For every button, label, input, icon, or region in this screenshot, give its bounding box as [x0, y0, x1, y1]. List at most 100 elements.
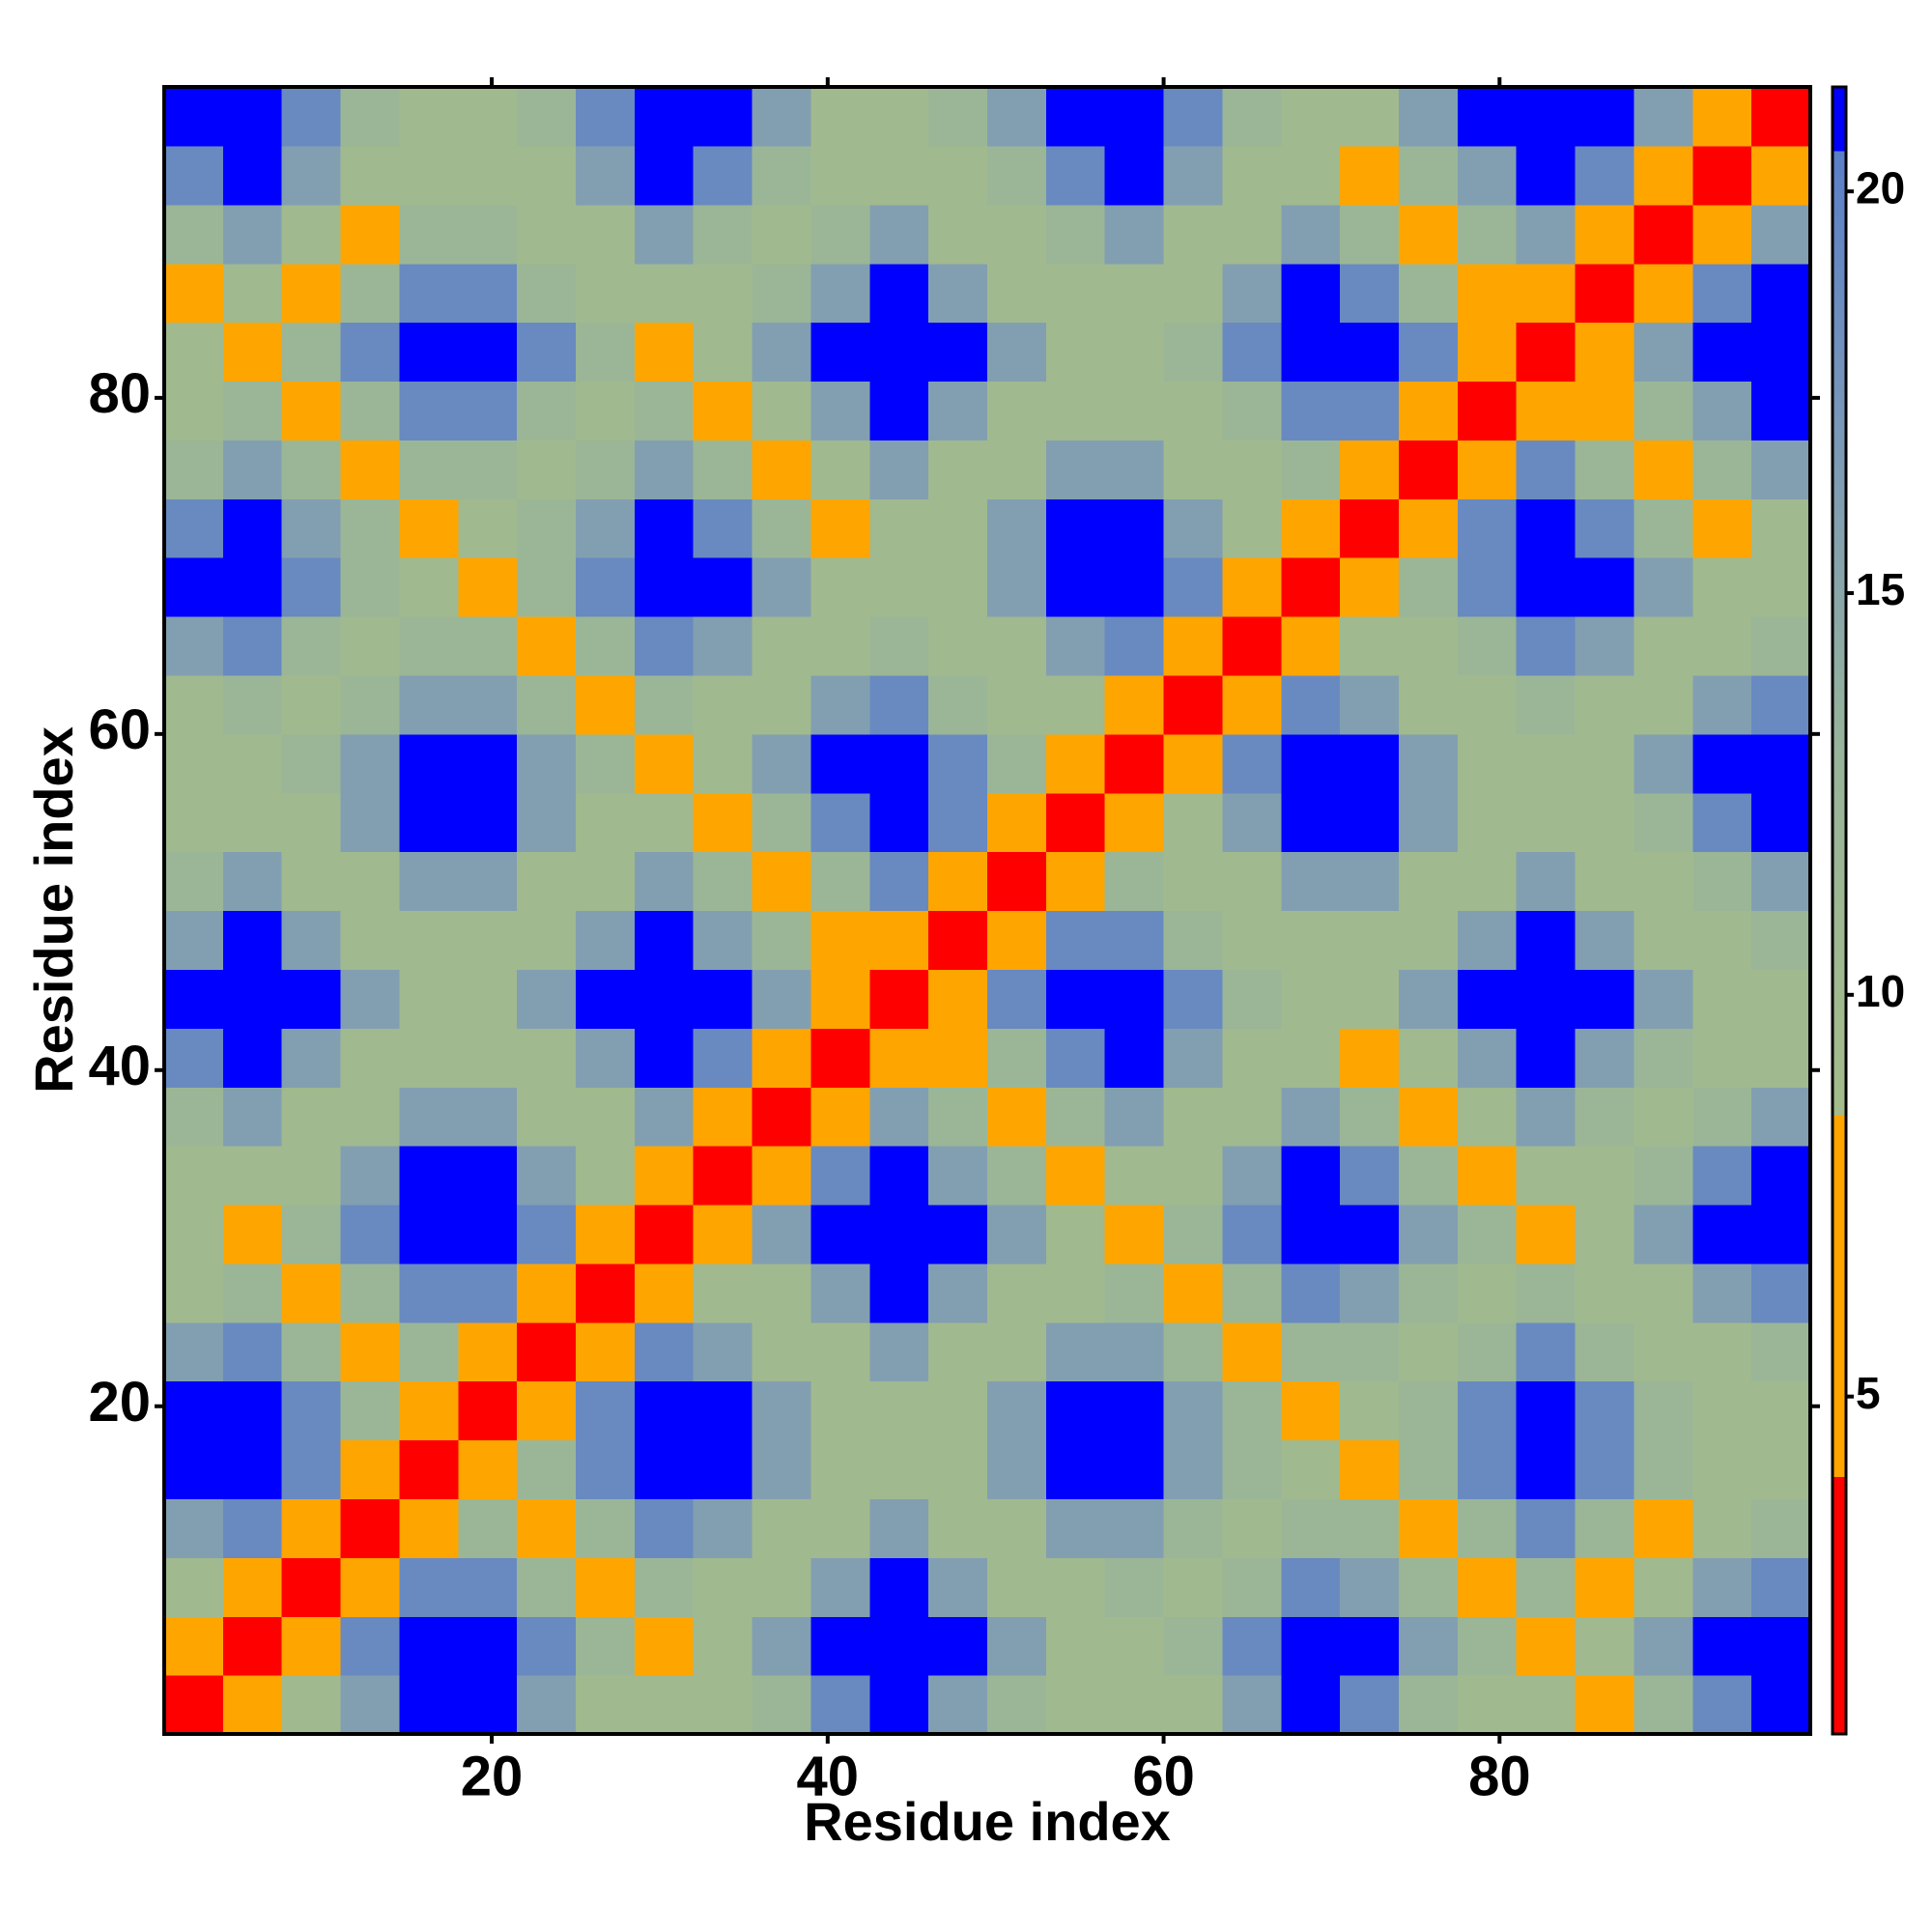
heatmap-cell	[869, 674, 929, 735]
heatmap-cell	[1399, 851, 1459, 912]
heatmap-cell	[634, 792, 695, 853]
heatmap-cell	[340, 145, 401, 206]
heatmap-cell	[576, 1675, 636, 1735]
heatmap-cell	[340, 498, 401, 558]
heatmap-cell	[1163, 1557, 1224, 1617]
heatmap-cell	[634, 1028, 695, 1088]
heatmap-cell	[399, 674, 459, 735]
heatmap-cell	[164, 1557, 224, 1617]
heatmap-cell	[222, 1321, 283, 1382]
heatmap-cell	[1399, 969, 1459, 1029]
heatmap-cell	[222, 1498, 283, 1558]
heatmap-cell	[281, 145, 342, 206]
heatmap-cell	[222, 792, 283, 853]
heatmap-cell	[1692, 263, 1752, 324]
heatmap-cell	[810, 1028, 870, 1088]
heatmap-cell	[164, 322, 224, 383]
heatmap-cell	[1222, 1321, 1282, 1382]
heatmap-cell	[164, 616, 224, 676]
heatmap-cell	[1751, 1321, 1811, 1382]
heatmap-cell	[1516, 498, 1577, 558]
heatmap-cell	[869, 440, 929, 499]
heatmap-cell	[1751, 1557, 1811, 1617]
heatmap-cell	[1634, 322, 1693, 383]
heatmap-cell	[1104, 733, 1165, 794]
heatmap-cell	[1340, 87, 1400, 147]
heatmap-cell	[810, 204, 870, 265]
heatmap-cell	[222, 381, 283, 440]
heatmap-cell	[1516, 557, 1577, 617]
heatmap-cell	[576, 1498, 636, 1558]
heatmap-cell	[222, 1557, 283, 1617]
heatmap-cell	[1751, 616, 1811, 676]
heatmap-cell	[1457, 263, 1518, 324]
heatmap-cell	[399, 1616, 459, 1676]
heatmap-cell	[1575, 910, 1635, 970]
heatmap-cell	[1104, 910, 1165, 970]
heatmap-cell	[1281, 1380, 1341, 1441]
heatmap-cell	[928, 733, 988, 794]
heatmap-cell	[634, 1263, 695, 1323]
heatmap-cell	[1104, 851, 1165, 912]
heatmap-cell	[164, 1028, 224, 1088]
heatmap-cell	[1692, 1028, 1752, 1088]
heatmap-cell	[1281, 145, 1341, 206]
heatmap-cell	[517, 1498, 577, 1558]
heatmap-cell	[810, 440, 870, 499]
heatmap-cell	[1575, 498, 1635, 558]
heatmap-cell	[1692, 792, 1752, 853]
heatmap-cell	[1634, 440, 1693, 499]
heatmap-cell	[1045, 1616, 1106, 1676]
heatmap-cell	[1516, 263, 1577, 324]
heatmap-cell	[517, 910, 577, 970]
heatmap-cell	[1399, 204, 1459, 265]
heatmap-cell	[1045, 1439, 1106, 1500]
heatmap-cell	[1575, 1028, 1635, 1088]
heatmap-cell	[1045, 1675, 1106, 1735]
heatmap-cell	[752, 557, 812, 617]
heatmap-cell	[1399, 1498, 1459, 1558]
heatmap-cell	[281, 851, 342, 912]
heatmap-cell	[340, 440, 401, 499]
heatmap-cell	[281, 616, 342, 676]
heatmap-cell	[752, 1439, 812, 1500]
heatmap-cell	[1045, 1028, 1106, 1088]
heatmap-cell	[1399, 381, 1459, 440]
heatmap-cell	[1163, 910, 1224, 970]
heatmap-cell	[1104, 1204, 1165, 1264]
heatmap-cell	[810, 1439, 870, 1500]
heatmap-cell	[222, 1028, 283, 1088]
heatmap-cell	[222, 1616, 283, 1676]
heatmap-cell	[1222, 381, 1282, 440]
heatmap-cell	[222, 674, 283, 735]
heatmap-cell	[1340, 1146, 1400, 1206]
heatmap-cell	[928, 969, 988, 1029]
heatmap-cell	[1045, 440, 1106, 499]
heatmap-cell	[1399, 322, 1459, 383]
heatmap-cell	[1104, 1439, 1165, 1500]
heatmap-cell	[693, 1028, 753, 1088]
heatmap-cell	[1751, 87, 1811, 147]
heatmap-cell	[928, 851, 988, 912]
heatmap-cell	[458, 792, 518, 853]
heatmap-cell	[1222, 322, 1282, 383]
heatmap-cell	[1281, 1439, 1341, 1500]
heatmap-cell	[340, 1087, 401, 1147]
heatmap-cell	[1575, 1380, 1635, 1441]
heatmap-cell	[928, 1028, 988, 1088]
heatmap-cell	[1399, 1321, 1459, 1382]
heatmap-cell	[634, 1557, 695, 1617]
heatmap-cell	[1045, 145, 1106, 206]
heatmap-cell	[164, 1204, 224, 1264]
heatmap-cell	[340, 87, 401, 147]
heatmap-cell	[1751, 381, 1811, 440]
heatmap-cell	[458, 87, 518, 147]
heatmap-cell	[517, 1439, 577, 1500]
heatmap-cell	[1222, 1204, 1282, 1264]
heatmap-cell	[576, 1146, 636, 1206]
heatmap-cell	[517, 674, 577, 735]
heatmap-cell	[576, 1321, 636, 1382]
heatmap-cell	[634, 1204, 695, 1264]
heatmap-cell	[987, 674, 1047, 735]
heatmap-cell	[928, 557, 988, 617]
